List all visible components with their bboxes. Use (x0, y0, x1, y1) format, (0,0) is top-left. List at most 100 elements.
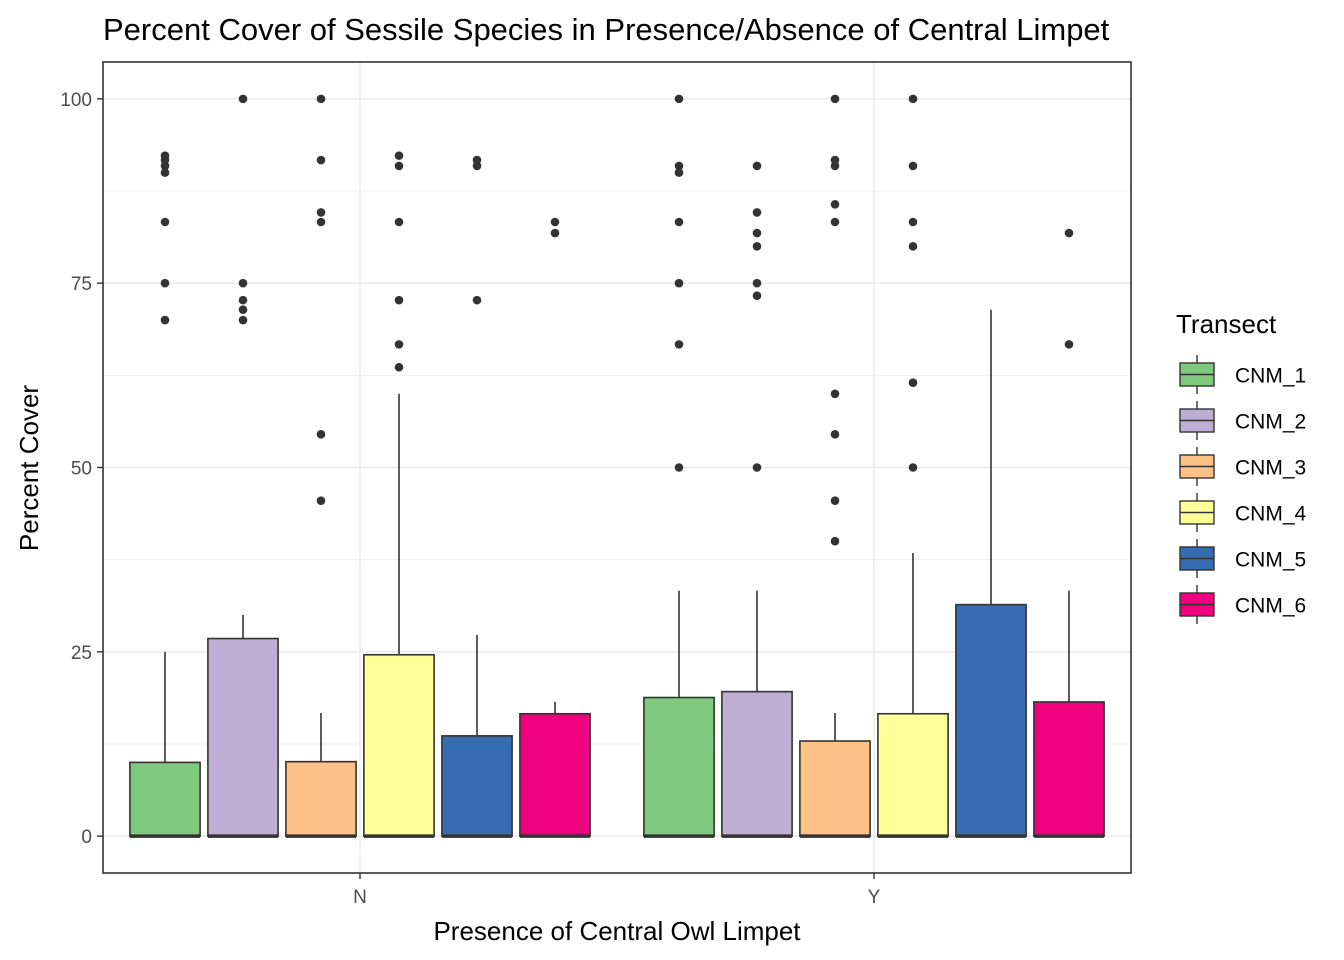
outlier-point (752, 228, 762, 238)
box-cnm-3-y (799, 94, 871, 838)
outlier-point (752, 242, 762, 251)
outlier-point (160, 151, 170, 160)
outlier-point (908, 378, 918, 388)
box-body (285, 760, 357, 837)
chart-title: Percent Cover of Sessile Species in Pres… (103, 12, 1110, 47)
outlier-point (550, 217, 560, 227)
box-cnm-4-n (363, 151, 435, 838)
outlier-point (908, 217, 918, 227)
box-body (643, 696, 715, 837)
outlier-point (830, 389, 840, 399)
box-cnm-5-y (955, 309, 1027, 838)
outlier-point (674, 340, 684, 349)
box-cnm-3-n (285, 94, 357, 838)
outlier-point (752, 161, 762, 171)
legend-item-cnm-1: CNM_1 (1179, 355, 1306, 394)
box-body (877, 712, 949, 837)
outlier-point (908, 463, 918, 472)
box-body (207, 637, 279, 837)
outlier-point (238, 315, 248, 325)
box-body (129, 761, 201, 837)
legend-label: CNM_6 (1235, 595, 1306, 618)
y-tick-label: 75 (71, 274, 92, 295)
box-cnm-4-y (877, 94, 949, 838)
outlier-point (160, 278, 170, 288)
legend-item-cnm-6: CNM_6 (1179, 585, 1306, 624)
outlier-point (830, 536, 840, 546)
outlier-point (316, 430, 326, 439)
legend-item-cnm-5: CNM_5 (1179, 539, 1306, 578)
outlier-point (830, 155, 840, 165)
outlier-point (394, 340, 404, 349)
outlier-point (394, 161, 404, 171)
legend-label: CNM_3 (1235, 457, 1306, 480)
outlier-point (674, 217, 684, 227)
x-tick-label-y: Y (868, 887, 881, 908)
outlier-point (908, 161, 918, 171)
outlier-point (830, 94, 840, 104)
outlier-point (316, 155, 326, 165)
outlier-point (674, 463, 684, 472)
outlier-point (316, 496, 326, 505)
box-cnm-5-n (441, 155, 513, 838)
outlier-point (674, 161, 684, 171)
outlier-point (394, 362, 404, 372)
y-tick-label: 100 (60, 90, 92, 111)
box-cnm-1-n (129, 151, 201, 838)
legend-label: CNM_5 (1235, 549, 1306, 572)
outlier-point (752, 291, 762, 301)
outlier-point (830, 161, 840, 171)
plot-area: 0 25 50 75 100 N Y (60, 61, 1132, 908)
outlier-point (160, 161, 170, 171)
outlier-point (830, 430, 840, 439)
box-body (441, 735, 513, 837)
legend-item-cnm-2: CNM_2 (1179, 401, 1306, 440)
y-tick-label: 0 (81, 827, 92, 848)
outlier-point (1064, 228, 1074, 238)
box-cnm-6-n (519, 217, 591, 838)
legend-label: CNM_1 (1235, 365, 1306, 388)
y-tick-label: 50 (71, 459, 92, 480)
y-axis-title: Percent Cover (14, 385, 44, 552)
outlier-point (238, 94, 248, 104)
y-tick-label: 25 (71, 643, 92, 664)
outlier-point (238, 295, 248, 305)
outlier-point (472, 161, 482, 171)
box-body (799, 740, 871, 837)
box-cnm-1-y (643, 94, 715, 838)
outlier-point (752, 278, 762, 288)
box-cnm-2-n (207, 94, 279, 838)
outlier-point (550, 228, 560, 238)
box-cnm-2-y (721, 161, 793, 838)
outlier-point (674, 94, 684, 104)
panel-border (102, 61, 1132, 874)
box-body (363, 653, 435, 837)
outlier-point (830, 496, 840, 505)
outlier-point (238, 305, 248, 315)
outlier-point (1064, 340, 1074, 349)
outlier-point (238, 278, 248, 288)
outlier-point (830, 199, 840, 209)
outlier-point (908, 242, 918, 251)
outlier-point (752, 463, 762, 472)
x-tick-label-n: N (353, 887, 367, 908)
outlier-point (316, 94, 326, 104)
outlier-point (394, 217, 404, 227)
legend-item-cnm-4: CNM_4 (1179, 493, 1307, 532)
outlier-point (394, 295, 404, 305)
box-body (721, 690, 793, 837)
legend: Transect CNM_1 CNM_2 CNM_3 CNM_4 CNM_5 CNM_6 (1176, 309, 1307, 624)
outlier-point (472, 155, 482, 165)
outlier-point (752, 208, 762, 217)
outlier-point (472, 295, 482, 305)
outlier-point (830, 217, 840, 227)
outlier-point (316, 217, 326, 227)
legend-item-cnm-3: CNM_3 (1179, 447, 1306, 486)
legend-label: CNM_4 (1235, 503, 1307, 526)
outlier-point (316, 208, 326, 217)
outlier-point (160, 315, 170, 325)
box-body (519, 712, 591, 837)
outlier-point (908, 94, 918, 104)
box-body (955, 603, 1027, 837)
